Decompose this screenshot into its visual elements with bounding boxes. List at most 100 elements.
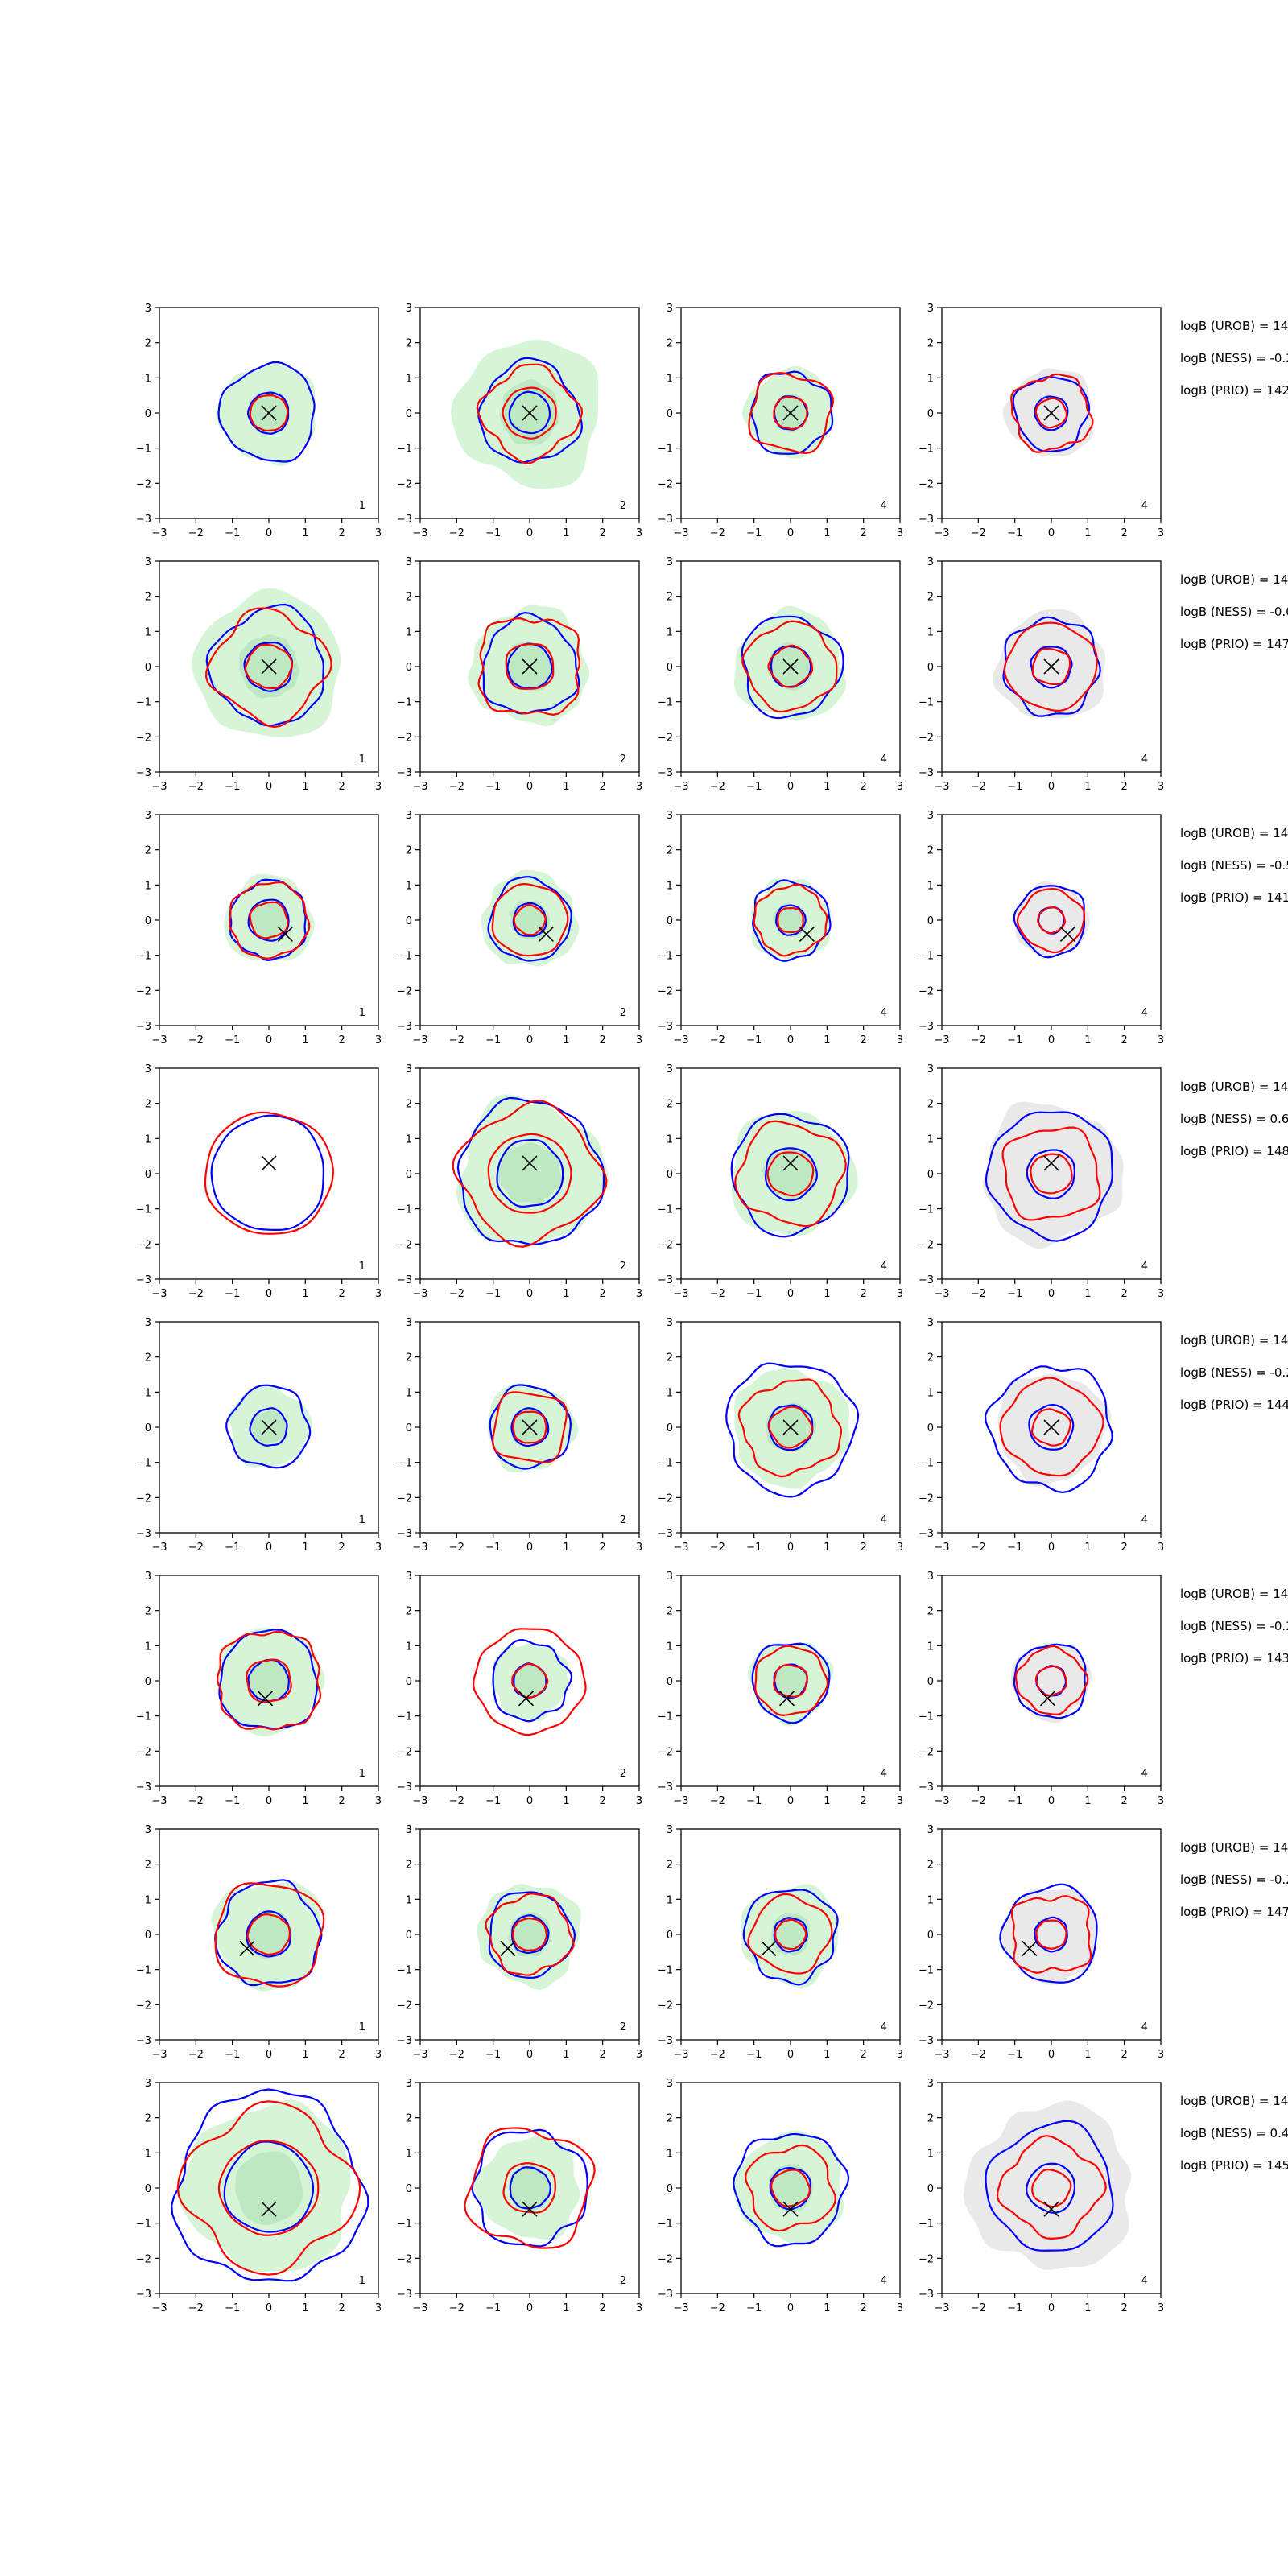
panel-r2-c3: −3−3 −2 −2 −1 −1 0 0 1 1 2 2 3 3 4 [919,810,1164,1046]
panel-label: 1 [359,1514,365,1526]
panel-label: 4 [1141,2021,1148,2033]
x-tick-label: 1 [563,781,569,793]
x-tick-label: 0 [1048,1288,1055,1300]
y-tick-label: 3 [667,1317,673,1329]
x-tick-label: −1 [225,1034,240,1046]
x-tick-label: 1 [563,2049,569,2061]
plot-area [192,588,341,737]
x-tick-label: −3 [934,1795,949,1807]
x-tick-label: 2 [600,2302,606,2314]
y-tick-label: 1 [667,880,673,892]
x-tick-label: −2 [449,2049,464,2061]
plot-area [473,1628,587,1736]
y-tick-label: 1 [927,1894,934,1906]
plot-area [984,1365,1113,1494]
x-tick-label: 3 [897,527,903,539]
plot-area [487,1383,579,1473]
y-tick-label: −2 [658,1492,673,1505]
y-tick-label: −1 [658,1458,673,1470]
logb-annotation: logB (UROB) = 141 [1180,826,1288,840]
red-contour [246,1913,291,1956]
x-tick-label: −1 [225,781,240,793]
x-tick-label: 3 [1158,1542,1164,1554]
x-tick-label: −3 [151,2049,167,2061]
panel-label: 4 [881,2021,887,2033]
y-tick-label: −1 [658,444,673,456]
red-contour [1034,397,1068,429]
y-tick-label: −3 [397,1528,412,1540]
y-tick-label: 0 [667,2183,673,2195]
y-tick-label: −1 [919,1458,934,1470]
x-tick-label: 3 [1158,1288,1164,1300]
y-tick-label: 0 [927,1930,934,1942]
row-annotation-5: logB (UROB) = 143 logB (NESS) = -0.27 logB… [1180,1587,1288,1666]
true-value-marker [782,1155,799,1171]
y-tick-label: 2 [667,845,673,857]
panel-label: 1 [359,1768,365,1780]
panel-label: 2 [620,500,626,512]
y-tick-label: 0 [927,1422,934,1435]
y-tick-label: 2 [927,2113,934,2125]
red-contour [502,2162,556,2214]
plot-area [725,1362,860,1498]
y-tick-label: 1 [145,880,151,892]
logb-annotation: logB (NESS) = 0.66 [1180,1112,1288,1126]
true-value-marker [778,1690,795,1707]
panel-r2-c2: −3−3 −2 −2 −1 −1 0 0 1 1 2 2 3 3 4 [658,810,903,1046]
y-tick-label: −3 [397,2289,412,2301]
x-tick-label: −3 [412,1034,427,1046]
blue-contour [775,904,807,936]
panel-r3-c1: −3−3 −2 −2 −1 −1 0 0 1 1 2 2 3 3 2 [397,1063,642,1300]
x-tick-label: −1 [746,2302,762,2314]
x-tick-label: 0 [787,1795,794,1807]
logb-annotation: logB (PRIO) = 1433 [1180,1651,1288,1666]
true-value-marker [522,2201,538,2217]
y-tick-label: 0 [145,1169,151,1181]
x-tick-label: 2 [600,1288,606,1300]
y-tick-label: 3 [406,556,412,568]
y-tick-label: 3 [927,556,934,568]
axes-frame [159,1067,379,1280]
plot-area [476,1883,581,1990]
x-tick-label: −3 [934,2049,949,2061]
y-tick-label: 1 [927,626,934,638]
x-tick-label: 3 [636,527,642,539]
x-tick-label: 2 [861,1288,867,1300]
red-contour [768,1406,813,1449]
x-tick-label: −1 [1007,2302,1022,2314]
blue-contour [510,1407,550,1447]
y-tick-label: 3 [406,2078,412,2090]
x-tick-label: 3 [375,527,382,539]
blue-contour [247,898,290,942]
x-tick-label: −3 [934,1034,949,1046]
y-tick-label: 1 [927,2148,934,2160]
x-tick-label: 0 [266,1542,272,1554]
y-tick-label: −2 [136,2000,151,2012]
panel-r0-c1: −3−3 −2 −2 −1 −1 0 0 1 1 2 2 3 3 2 [397,303,642,539]
row-annotation-0: logB (UROB) = 142 logB (NESS) = -0.22 logB… [1180,319,1288,398]
x-tick-label: 3 [636,781,642,793]
x-tick-label: 1 [824,1795,830,1807]
y-tick-label: 0 [406,408,412,420]
y-tick-label: 1 [927,1133,934,1146]
y-tick-label: −1 [397,444,412,456]
y-tick-label: 2 [406,592,412,604]
y-tick-label: −2 [658,2253,673,2265]
logb-annotation: logB (NESS) = -0.27 [1180,1365,1288,1380]
red-contour [492,1391,568,1463]
x-tick-label: −3 [412,1288,427,1300]
true-value-marker [522,1419,538,1435]
x-tick-label: −3 [151,1795,167,1807]
logb-annotation: logB (PRIO) = 1474 [1180,637,1288,651]
plot-area [224,873,315,962]
x-tick-label: 1 [302,2049,308,2061]
red-contour [1010,373,1094,453]
x-tick-label: 1 [563,527,569,539]
y-tick-label: −3 [136,1781,151,1794]
y-tick-label: 1 [667,1894,673,1906]
x-tick-label: −1 [1007,781,1022,793]
y-tick-label: −2 [919,1239,934,1251]
panel-label: 2 [620,1007,626,1019]
x-tick-label: −3 [673,1288,688,1300]
